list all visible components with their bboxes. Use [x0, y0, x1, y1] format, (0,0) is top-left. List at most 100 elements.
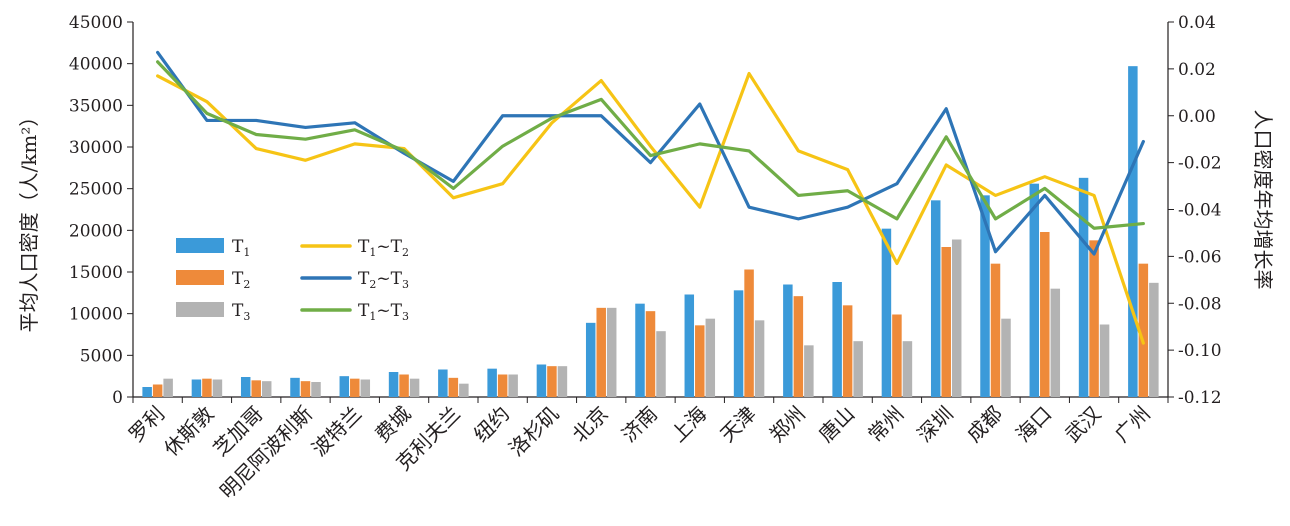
bar-t3: [902, 341, 913, 397]
bar-t2: [399, 374, 409, 397]
bar-t3: [754, 320, 765, 397]
category-label: 天津: [715, 402, 760, 447]
bar-t2: [695, 325, 705, 397]
left-tick-label: 10000: [69, 305, 123, 325]
bar-t1: [1128, 66, 1138, 398]
bar-t1: [930, 200, 941, 397]
bar-t1: [487, 368, 497, 397]
bar-t2: [202, 378, 212, 397]
bar-t3: [212, 379, 223, 397]
bar-t2: [1040, 232, 1050, 397]
bar-t2: [1138, 263, 1149, 397]
legend-label: T3: [232, 301, 250, 323]
bar-t1: [881, 228, 892, 397]
bar-t1: [536, 364, 547, 397]
bar-t3: [656, 331, 666, 397]
bar-t1: [733, 290, 744, 397]
bar-t2: [497, 374, 508, 397]
bar-t1: [832, 282, 842, 397]
bars-layer: [142, 66, 1159, 398]
bar-t2: [596, 307, 606, 397]
bar-t3: [311, 382, 321, 397]
right-tick-label: -0.08: [1178, 294, 1222, 314]
right-axis-title: 人口密度年均增长率: [1251, 110, 1275, 290]
line-series-3: [156, 60, 1145, 230]
bar-t2: [300, 381, 311, 397]
bar-t2: [1089, 240, 1099, 397]
bar-t2: [448, 377, 459, 397]
category-label: 洛杉矶: [504, 402, 563, 461]
right-tick-label: 0.02: [1178, 60, 1216, 80]
bar-t1: [191, 379, 202, 397]
bar-t1: [438, 369, 448, 397]
bar-t3: [1099, 324, 1110, 397]
category-label: 深圳: [912, 402, 957, 447]
bar-t2: [892, 314, 902, 397]
bar-t3: [951, 239, 962, 397]
right-tick-label: -0.12: [1178, 388, 1222, 408]
left-tick-label: 20000: [69, 221, 123, 241]
bar-t1: [635, 303, 645, 397]
bar-t3: [606, 307, 617, 397]
bar-t2: [842, 305, 853, 397]
bar-t1: [290, 377, 300, 397]
bar-t1: [1078, 177, 1089, 397]
bar-t3: [557, 366, 568, 397]
bar-t1: [684, 294, 695, 397]
right-tick-label: 0.00: [1178, 107, 1216, 127]
legend-swatch: [176, 238, 224, 253]
bar-t3: [1001, 318, 1011, 397]
right-tick-label: -0.04: [1178, 201, 1222, 221]
bar-t1: [240, 377, 251, 397]
left-tick-label: 40000: [69, 55, 123, 75]
bar-t1: [783, 284, 793, 397]
lines-layer: [156, 50, 1145, 345]
category-label: 唐山: [814, 402, 859, 447]
legend-label: T2: [232, 269, 250, 291]
legend: T1 T1~T2 T2 T2~T3 T3 T1~T3: [176, 237, 409, 323]
category-label: 常州: [863, 402, 908, 447]
left-tick-label: 25000: [69, 180, 123, 200]
bar-t1: [388, 372, 399, 397]
left-axis-title: 平均人口密度（人/km²）: [17, 107, 41, 333]
category-label: 武汉: [1060, 402, 1105, 447]
bar-t3: [261, 381, 272, 397]
category-label: 上海: [666, 402, 711, 447]
category-label: 郑州: [765, 402, 810, 447]
bar-t1: [980, 195, 990, 397]
category-label: 成都: [962, 402, 1007, 447]
legend-swatch: [176, 270, 224, 285]
bar-t1: [142, 387, 152, 397]
left-tick-label: 35000: [69, 96, 123, 116]
bar-t3: [1149, 282, 1159, 397]
bar-t3: [705, 318, 716, 397]
bar-t2: [350, 378, 360, 397]
category-label: 北京: [567, 402, 612, 447]
bar-t3: [459, 383, 469, 397]
category-label: 广州: [1110, 402, 1155, 447]
bar-t2: [152, 384, 163, 397]
category-label: 波特兰: [307, 402, 366, 461]
right-tick-label: 0.04: [1178, 13, 1216, 33]
bar-t2: [744, 269, 754, 397]
bar-t3: [163, 378, 173, 397]
bar-t3: [360, 379, 371, 397]
line-series-1: [156, 71, 1145, 345]
legend-label: T2~T3: [358, 269, 409, 291]
left-tick-label: 0: [112, 388, 123, 408]
bar-t2: [941, 247, 951, 397]
bar-t2: [990, 263, 1001, 397]
right-tick-label: -0.02: [1178, 154, 1222, 174]
category-label: 济南: [617, 402, 662, 447]
legend-label: T1~T3: [358, 301, 409, 323]
bar-t1: [339, 376, 350, 397]
bar-t1: [585, 322, 596, 397]
line-series-2: [156, 50, 1145, 256]
left-tick-label: 45000: [69, 13, 123, 33]
bar-t2: [251, 380, 261, 397]
right-tick-label: -0.06: [1178, 247, 1222, 267]
left-tick-label: 5000: [80, 346, 123, 366]
legend-label: T1: [232, 237, 250, 259]
